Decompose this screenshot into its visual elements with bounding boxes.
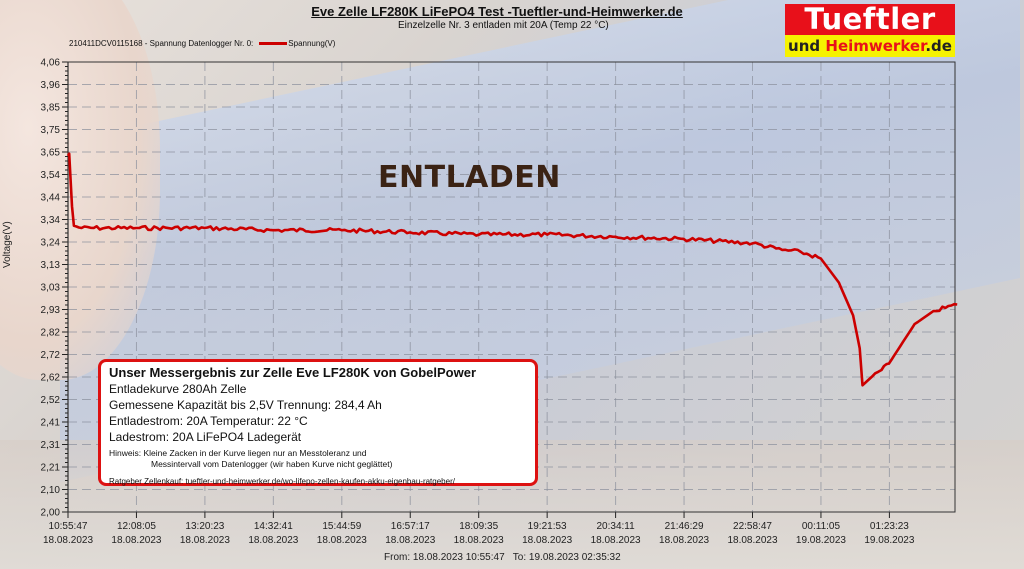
y-axis: 4,06 3,96 3,85 3,75 3,65 3,54 3,44 3,34 3,24 3,13… [41,58,69,519]
discharge-label: ENTLADEN [378,160,561,195]
y-tick-label: 2,82 [41,328,61,339]
x-tick-time: 01:23:23 [870,521,909,532]
info-link[interactable]: Ratgeber Zellenkauf: tueftler-und-heimwe… [109,477,455,486]
legend-swatch [259,42,288,45]
info-note-1: Hinweis: Kleine Zacken in der Kurve lieg… [109,448,367,458]
y-tick-label: 3,44 [41,193,61,204]
y-tick-label: 3,96 [41,80,61,91]
x-tick-time: 18:09:35 [459,521,498,532]
y-tick-label: 3,03 [41,283,61,294]
x-tick-date: 18.08.2023 [43,535,93,546]
legend: 210411DCV0115168 - Spannung Datenlogger … [69,39,335,48]
y-tick-label: 2,41 [41,418,61,429]
chart-title: Eve Zelle LF280K LiFePO4 Test -Tueftler-… [311,4,683,19]
info-note-2: Messintervall vom Datenlogger (wir haben… [151,459,393,469]
legend-series-label: Spannung(V) [288,39,336,48]
x-tick-date: 18.08.2023 [522,535,572,546]
y-tick-label: 3,85 [41,103,61,114]
info-line-2: Gemessene Kapazität bis 2,5V Trennung: 2… [109,398,382,412]
info-line-3: Entladestrom: 20A Temperatur: 22 °C [109,414,308,428]
x-tick-date: 18.08.2023 [659,535,709,546]
y-tick-label: 2,21 [41,463,61,474]
logo-bottom: und Heimwerker.de [785,35,955,57]
x-tick-date: 18.08.2023 [591,535,641,546]
x-tick-time: 21:46:29 [665,521,704,532]
y-tick-label: 2,93 [41,305,61,316]
y-tick-label: 3,13 [41,260,61,271]
x-tick-date: 18.08.2023 [385,535,435,546]
chart-subtitle: Einzelzelle Nr. 3 entladen mit 20A (Temp… [398,20,609,31]
info-line-4: Ladestrom: 20A LiFePO4 Ladegerät [109,430,302,444]
x-tick-time: 19:21:53 [528,521,567,532]
logo-top: Tueftler [785,4,955,35]
plot-frame [67,61,956,513]
x-tick-time: 16:57:17 [391,521,430,532]
y-tick-label: 3,54 [41,170,61,181]
y-tick-label: 2,62 [41,373,61,384]
y-tick-label: 2,10 [41,485,61,496]
x-tick-date: 19.08.2023 [864,535,914,546]
x-tick-date: 18.08.2023 [248,535,298,546]
x-tick-time: 10:55:47 [49,521,88,532]
y-tick-label: 2,31 [41,440,61,451]
y-axis-title: Voltage(V) [2,221,13,268]
legend-prefix: 210411DCV0115168 - Spannung Datenlogger … [69,39,254,48]
x-tick-date: 18.08.2023 [317,535,367,546]
x-tick-date: 18.08.2023 [180,535,230,546]
brand-logo: Tueftler und Heimwerker.de [785,4,955,59]
x-tick-date: 19.08.2023 [796,535,846,546]
x-tick-date: 18.08.2023 [454,535,504,546]
x-axis: 10:55:47 18.08.2023 12:08:05 18.08.2023 13:2… [43,512,915,546]
x-tick-time: 12:08:05 [117,521,156,532]
range-to: To: 19.08.2023 02:35:32 [512,552,621,563]
x-tick-time: 13:20:23 [185,521,224,532]
result-info-box: Unser Messergebnis zur Zelle Eve LF280K … [98,359,538,486]
y-tick-label: 3,34 [41,215,61,226]
x-tick-date: 18.08.2023 [111,535,161,546]
x-tick-time: 15:44:59 [322,521,361,532]
y-tick-label: 3,75 [41,125,61,136]
x-tick-time: 20:34:11 [597,521,636,532]
x-tick-time: 00:11:05 [802,521,841,532]
time-range: From: 18.08.2023 10:55:47 To: 19.08.2023… [384,552,621,563]
x-tick-date: 18.08.2023 [727,535,777,546]
y-tick-label: 2,52 [41,395,61,406]
voltage-series-line [66,152,958,387]
info-heading: Unser Messergebnis zur Zelle Eve LF280K … [109,365,477,380]
info-line-1: Entladekurve 280Ah Zelle [109,382,247,396]
y-tick-label: 2,00 [41,508,61,519]
y-tick-label: 2,72 [41,350,61,361]
x-tick-time: 22:58:47 [733,521,772,532]
y-tick-label: 4,06 [41,58,61,69]
y-tick-label: 3,65 [41,148,61,159]
hand-photo [0,0,160,380]
x-tick-time: 14:32:41 [254,521,293,532]
range-from: From: 18.08.2023 10:55:47 [384,552,505,563]
y-tick-label: 3,24 [41,238,61,249]
